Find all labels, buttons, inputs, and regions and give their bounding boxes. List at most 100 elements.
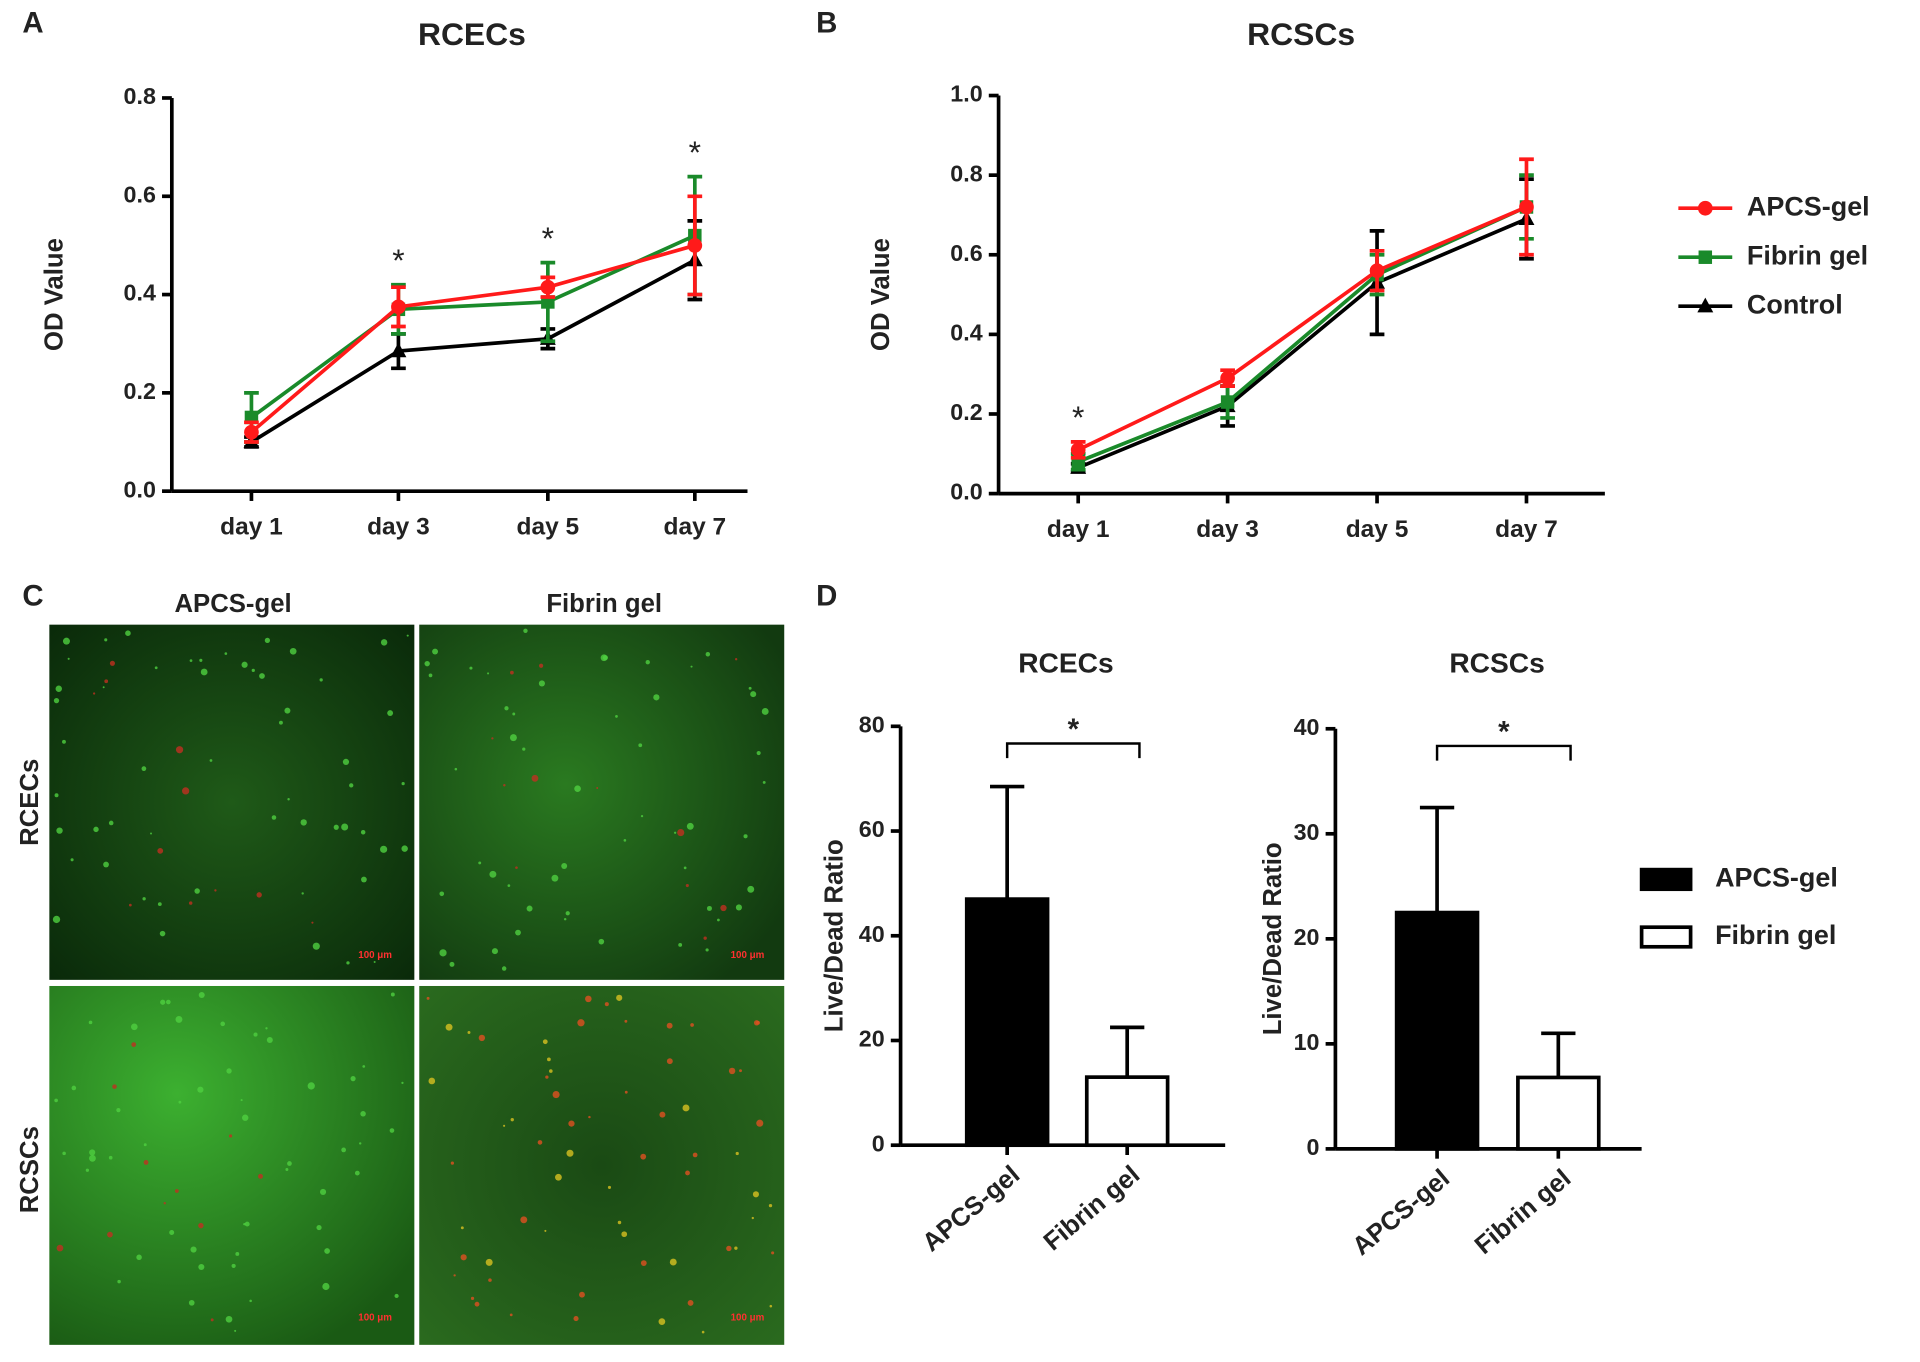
speckle (428, 673, 433, 678)
legend-label: Fibrin gel (1747, 240, 1868, 270)
speckle (240, 1099, 243, 1102)
image-panel: APCS-gel Fibrin gel RCECs RCSCs 100 μm 1… (16, 590, 785, 1345)
speckle (678, 942, 683, 947)
speckle (107, 1231, 113, 1238)
speckle (242, 1114, 249, 1121)
error-bar (1541, 1031, 1576, 1078)
speckle (71, 1085, 77, 1091)
x-tick-label: APCS-gel (917, 1161, 1025, 1258)
speckle (136, 1254, 142, 1261)
speckle (743, 834, 748, 839)
speckle (253, 1032, 258, 1037)
speckle (265, 1027, 268, 1030)
speckle (224, 652, 228, 655)
scale-bar-label: 100 μm (358, 950, 392, 961)
speckle (190, 1246, 197, 1253)
speckle (673, 831, 677, 834)
speckle (389, 1128, 395, 1133)
speckle (264, 637, 271, 643)
row-label: RCECs (16, 759, 44, 846)
bar (1084, 1075, 1170, 1148)
speckle (734, 1246, 738, 1250)
speckle (142, 897, 146, 901)
speckle (199, 658, 203, 662)
speckle (748, 686, 752, 690)
micrograph (49, 985, 415, 1345)
legend-label: APCS-gel (1747, 191, 1870, 221)
speckle (188, 1299, 195, 1306)
panel-label: D (816, 579, 837, 612)
speckle (324, 1248, 330, 1254)
speckle (349, 783, 354, 788)
y-tick-label: 20 (859, 1026, 885, 1052)
speckle (350, 1076, 356, 1082)
speckle (547, 1057, 551, 1062)
speckle (62, 637, 70, 645)
speckle (401, 1081, 404, 1085)
speckle (373, 960, 376, 963)
speckle (515, 929, 521, 936)
x-tick-label: APCS-gel (1347, 1164, 1455, 1261)
panel-label: A (22, 6, 43, 39)
x-tick-label: day 3 (1196, 516, 1259, 543)
speckle (143, 1143, 147, 1147)
speckle (467, 1030, 471, 1034)
y-tick-label: 80 (859, 711, 885, 737)
comparison-bracket (1005, 742, 1141, 759)
speckle (109, 660, 115, 666)
x-tick-label: day 5 (517, 513, 580, 540)
speckle (640, 1153, 647, 1160)
speckle (577, 1019, 585, 1027)
speckle (228, 1134, 233, 1138)
y-tick-label: 60 (859, 816, 885, 842)
marker (687, 238, 703, 253)
speckle (685, 1170, 690, 1176)
speckle (615, 715, 618, 718)
speckle (342, 758, 350, 765)
significance: * (1072, 399, 1084, 435)
speckle (690, 665, 693, 668)
speckle (563, 917, 567, 921)
speckle (312, 942, 320, 950)
speckle (685, 883, 689, 888)
speckle (54, 793, 59, 798)
speckle (574, 785, 581, 793)
marker (390, 342, 407, 358)
panel-label: B (816, 6, 837, 39)
scale-bar-label: 100 μm (731, 950, 765, 961)
speckle (747, 885, 755, 893)
speckle (469, 666, 473, 670)
x-tick-label: Fibrin gel (1470, 1164, 1577, 1260)
speckle (346, 961, 350, 965)
marker (540, 279, 556, 295)
speckle (52, 915, 61, 924)
speckle (194, 888, 200, 894)
speckle (460, 1226, 464, 1230)
speckle (112, 1084, 117, 1089)
speckle (85, 1168, 90, 1172)
speckle (523, 628, 528, 633)
speckle (62, 739, 66, 744)
speckle (509, 734, 517, 742)
speckle (478, 1034, 486, 1042)
speckle (287, 798, 290, 801)
speckle (157, 902, 162, 907)
marker (1519, 199, 1534, 215)
speckle (526, 905, 533, 912)
y-tick-label: 10 (1294, 1029, 1320, 1055)
speckle (401, 845, 408, 852)
speckle (549, 1069, 553, 1073)
speckle (705, 948, 709, 952)
speckle (735, 1151, 739, 1156)
speckle (251, 668, 255, 673)
legend-marker (1697, 297, 1714, 313)
y-tick-label: 0.6 (950, 240, 982, 266)
speckle (231, 1263, 236, 1269)
speckle (515, 866, 518, 869)
speckle (768, 1203, 773, 1208)
chart-title: RCECs (418, 16, 526, 52)
speckle (387, 710, 394, 717)
speckle (360, 1111, 366, 1117)
column-label: APCS-gel (174, 590, 291, 618)
y-tick-label: 0.8 (950, 160, 982, 186)
